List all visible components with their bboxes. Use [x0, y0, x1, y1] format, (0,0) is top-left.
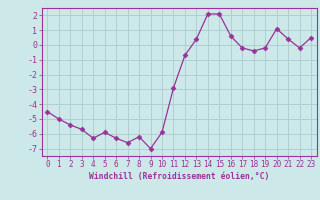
X-axis label: Windchill (Refroidissement éolien,°C): Windchill (Refroidissement éolien,°C)	[89, 172, 269, 181]
